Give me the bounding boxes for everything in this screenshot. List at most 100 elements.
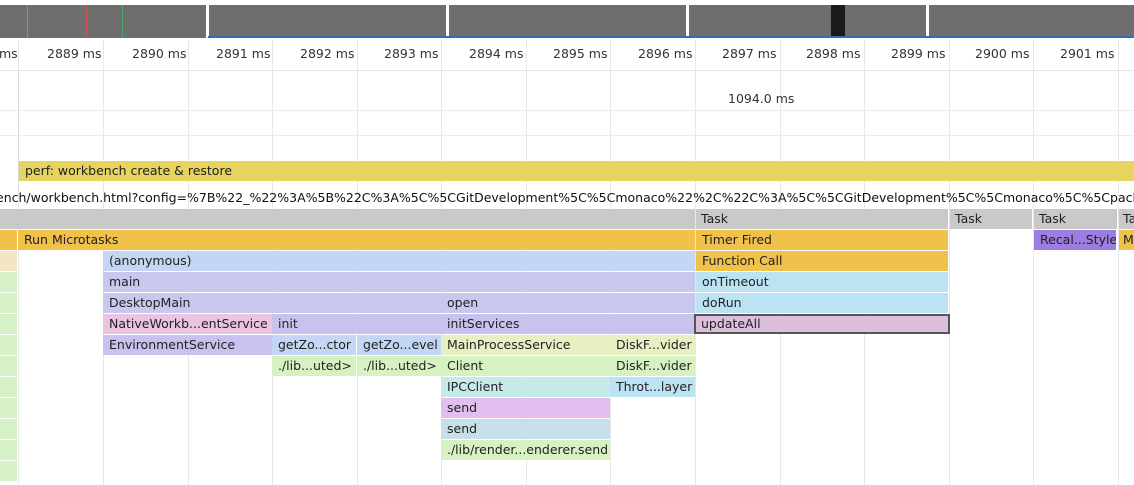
event-init-services[interactable]: initServices [441, 314, 695, 334]
flame-slice[interactable] [0, 314, 17, 334]
event-label: updateAll [701, 316, 761, 331]
event-send[interactable]: send [441, 398, 610, 418]
ruler-tick: 2895 ms [553, 46, 608, 61]
flame-slice[interactable] [0, 356, 17, 376]
event-label: ./lib...uted> [278, 358, 352, 373]
event-label: Throt...layer [616, 379, 693, 394]
event-function-call[interactable]: Function Call [696, 251, 948, 271]
timeline-overview[interactable] [0, 0, 1134, 40]
event-throttled-layer[interactable]: Throt...layer [610, 377, 695, 397]
event-label: DiskF...vider [616, 337, 692, 352]
event-label: getZo...ctor [278, 337, 351, 352]
event-lib-uted[interactable]: ./lib...uted> [357, 356, 441, 376]
track-separator [0, 110, 1134, 111]
overview-gap [686, 5, 689, 38]
task-label: Task [955, 211, 982, 226]
track-left-divider [18, 70, 19, 190]
event-label: open [447, 295, 479, 310]
flame-slice[interactable] [0, 335, 17, 355]
task-label: Task [701, 211, 728, 226]
event-main-process-service[interactable]: MainProcessService [441, 335, 610, 355]
event-label: Timer Fired [702, 232, 772, 247]
event-update-all-selected[interactable]: updateAll [694, 314, 950, 334]
ruler-tick: 2901 ms [1060, 46, 1115, 61]
event-anonymous[interactable]: (anonymous) [103, 251, 695, 271]
event-on-timeout[interactable]: onTimeout [696, 272, 948, 292]
task-bar[interactable] [0, 209, 695, 229]
track-separator [0, 135, 1134, 136]
flame-slice[interactable] [0, 398, 17, 418]
ruler-tick: 2894 ms [469, 46, 524, 61]
grid-line [695, 40, 696, 485]
event-lib-uted[interactable]: ./lib...uted> [272, 356, 356, 376]
event-label: getZo...evel [363, 337, 438, 352]
event-label: ./lib/render...enderer.send [447, 442, 609, 457]
event-label: (anonymous) [109, 253, 192, 268]
event-label: ./lib...uted> [363, 358, 437, 373]
event-label: initServices [447, 316, 520, 331]
event-label: init [278, 316, 298, 331]
flame-slice[interactable] [0, 419, 17, 439]
event-timer-fired[interactable]: Timer Fired [696, 230, 948, 250]
event-open[interactable]: open [441, 293, 695, 313]
flame-slice[interactable] [0, 377, 17, 397]
event-label: DiskF...vider [616, 358, 692, 373]
grid-line [1033, 40, 1034, 485]
url-label: ench/workbench.html?config=%7B%22_%22%3A… [0, 190, 1134, 205]
task-bar[interactable]: Task [696, 209, 948, 229]
event-label: NativeWorkb...entService [109, 316, 268, 331]
perf-mark-label: perf: workbench create & restore [25, 163, 233, 178]
grid-line [949, 40, 950, 485]
flame-slice[interactable] [0, 230, 17, 250]
event-renderer-send[interactable]: ./lib/render...enderer.send [441, 440, 610, 460]
event-label: Client [447, 358, 484, 373]
event-do-run[interactable]: doRun [696, 293, 948, 313]
overview-marker-blue [27, 5, 28, 38]
event-disk-provider[interactable]: DiskF...vider [610, 335, 695, 355]
time-ruler[interactable]: ms 2889 ms 2890 ms 2891 ms 2892 ms 2893 … [0, 40, 1134, 71]
ruler-tick: 2893 ms [384, 46, 439, 61]
ruler-tick: 2892 ms [300, 46, 355, 61]
event-label: MainProcessService [447, 337, 571, 352]
event-disk-provider[interactable]: DiskF...vider [610, 356, 695, 376]
event-desktop-main[interactable]: DesktopMain [103, 293, 441, 313]
event-native-workbench[interactable]: NativeWorkb...entService [103, 314, 272, 334]
overview-gap [446, 5, 449, 38]
task-bar[interactable]: Ta [1119, 209, 1134, 229]
task-label: Ta [1123, 211, 1134, 226]
overview-selection-bar [208, 36, 1134, 38]
ruler-tick: 2896 ms [638, 46, 693, 61]
flame-slice[interactable] [0, 272, 17, 292]
overview-marker-red [86, 5, 87, 38]
event-partial[interactable]: M [1119, 230, 1134, 250]
task-label: Task [1039, 211, 1066, 226]
event-main[interactable]: main [103, 272, 695, 292]
main-thread-url[interactable]: ench/workbench.html?config=%7B%22_%22%3A… [0, 188, 1134, 208]
flame-slice[interactable] [0, 293, 17, 313]
event-client[interactable]: Client [441, 356, 610, 376]
ruler-tick: 2897 ms [722, 46, 777, 61]
flame-slice[interactable] [0, 461, 17, 481]
event-environment-service[interactable]: EnvironmentService [103, 335, 272, 355]
perf-mark-workbench-create[interactable]: perf: workbench create & restore [19, 161, 1134, 181]
event-getzo-ctor[interactable]: getZo...ctor [272, 335, 356, 355]
event-label: EnvironmentService [109, 337, 236, 352]
event-label: Function Call [702, 253, 783, 268]
event-label: onTimeout [702, 274, 769, 289]
flame-slice[interactable] [0, 251, 17, 271]
event-init[interactable]: init [272, 314, 441, 334]
flame-slice[interactable] [0, 440, 17, 460]
overview-activity-strip [0, 5, 1134, 38]
event-getzo-evel[interactable]: getZo...evel [357, 335, 441, 355]
event-label: DesktopMain [109, 295, 191, 310]
task-bar[interactable]: Task [1034, 209, 1117, 229]
event-label: Recal...Style [1040, 232, 1116, 247]
event-label: send [447, 421, 478, 436]
event-send[interactable]: send [441, 419, 610, 439]
task-bar[interactable]: Task [950, 209, 1032, 229]
ruler-tick: 2900 ms [975, 46, 1030, 61]
event-recalc-style[interactable]: Recal...Style [1034, 230, 1116, 250]
event-ipc-client[interactable]: IPCClient [441, 377, 610, 397]
event-run-microtasks[interactable]: Run Microtasks [18, 230, 695, 250]
ruler-tick: 2891 ms [216, 46, 271, 61]
